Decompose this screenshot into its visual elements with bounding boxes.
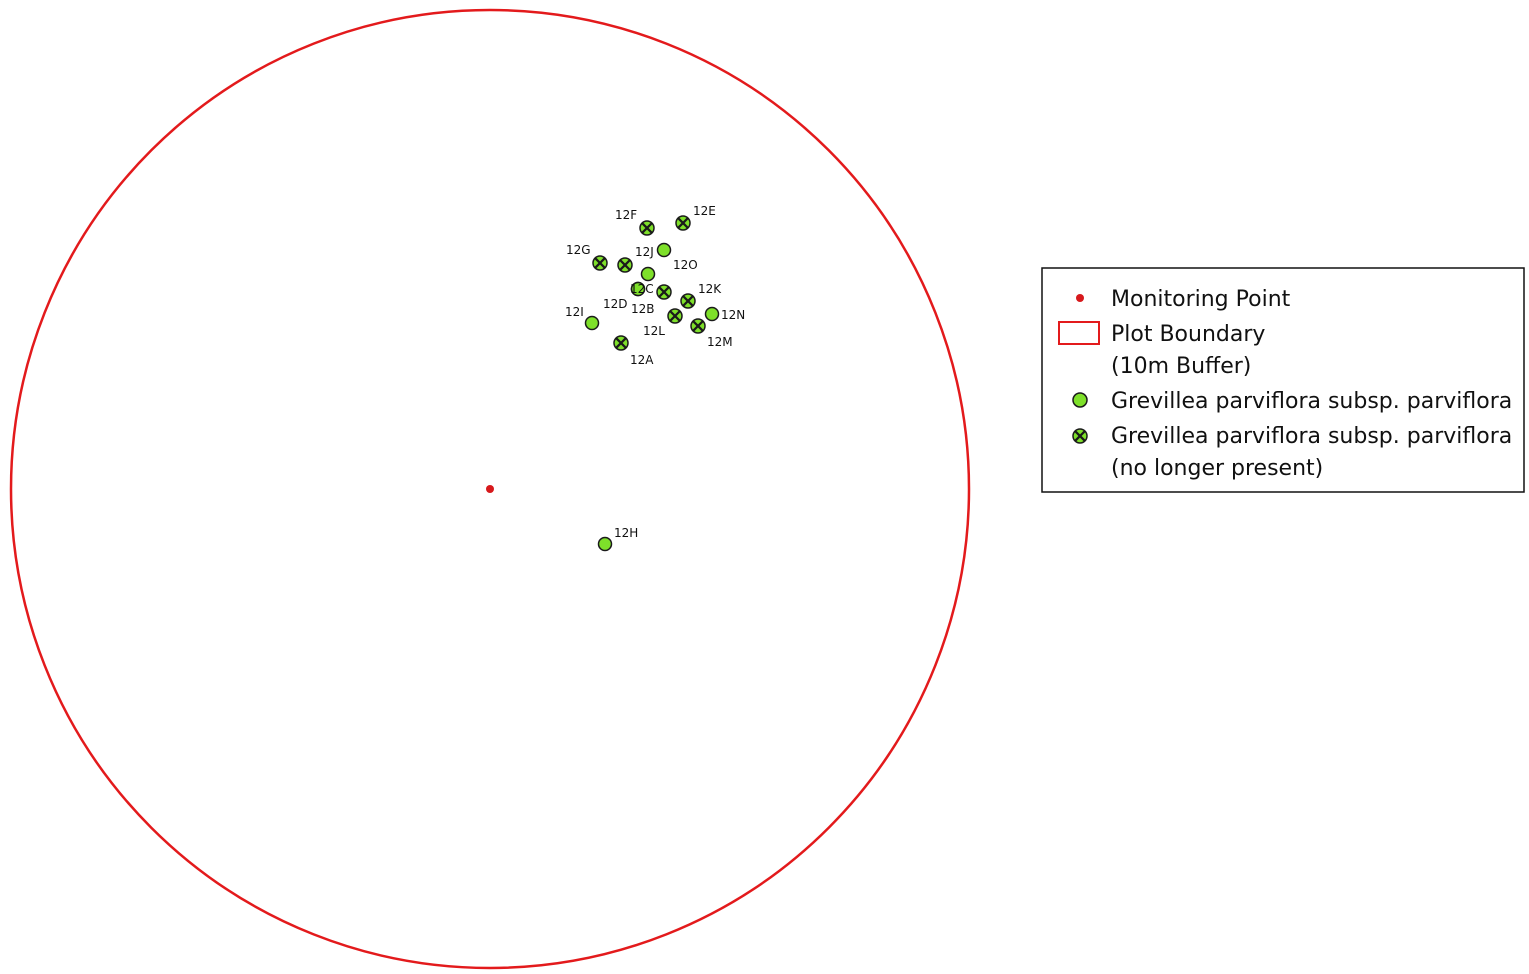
plant-marker-12m-absent <box>690 318 706 334</box>
plant-marker-12k-absent <box>680 293 696 309</box>
plant-marker-present <box>640 266 656 282</box>
plant-marker-12e-absent <box>675 215 691 231</box>
plant-label-12b: 12B <box>631 302 655 316</box>
plant-label-12o: 12O <box>673 258 698 272</box>
legend-plot-boundary-icon <box>1058 321 1100 345</box>
plant-label-12f: 12F <box>615 208 637 222</box>
plant-label-12k: 12K <box>698 282 722 296</box>
plant-marker-12a-absent <box>613 335 629 351</box>
plant-label-12d: 12D <box>603 297 628 311</box>
legend-plant-absent-label: Grevillea parviflora subsp. parviflora <box>1111 424 1512 449</box>
plant-label-12e: 12E <box>693 204 716 218</box>
legend: Monitoring Point Plot Boundary (10m Buff… <box>1041 267 1525 493</box>
plant-marker-12j-absent <box>617 257 633 273</box>
legend-monitoring-point-label: Monitoring Point <box>1111 287 1291 312</box>
plant-label-12a: 12A <box>630 353 654 367</box>
plant-marker-12g-absent <box>592 255 608 271</box>
legend-absent-symbol <box>1072 428 1088 444</box>
plant-marker-12h-present <box>597 536 613 552</box>
legend-plant-absent-icon <box>1072 428 1088 444</box>
plant-label-12n: 12N <box>721 308 745 322</box>
legend-plot-boundary-sublabel: (10m Buffer) <box>1111 354 1251 379</box>
plot-boundary-circle <box>9 8 971 970</box>
plant-label-12h: 12H <box>614 526 638 540</box>
plant-marker-12n-present <box>704 306 720 322</box>
plant-label-12l: 12L <box>643 324 665 338</box>
plant-label-12i: 12I <box>565 305 584 319</box>
plant-label-12g: 12G <box>566 243 591 257</box>
plant-marker-12d-present <box>630 281 646 297</box>
plant-label-12c: 12C <box>630 282 654 296</box>
legend-plant-absent-sublabel: (no longer present) <box>1111 456 1323 481</box>
legend-plant-present-icon <box>1072 392 1088 408</box>
legend-monitoring-point-icon <box>1076 294 1084 302</box>
plant-marker-12i-present <box>584 315 600 331</box>
plant-marker-12l-absent <box>656 284 672 300</box>
plant-label-12m: 12M <box>707 335 733 349</box>
plant-label-12j: 12J <box>635 245 654 259</box>
plant-marker-12o-present <box>656 242 672 258</box>
legend-plant-present-label: Grevillea parviflora subsp. parviflora <box>1111 389 1512 414</box>
plant-marker-12b-absent <box>667 308 683 324</box>
monitoring-point-marker <box>486 485 494 493</box>
legend-plot-boundary-label: Plot Boundary <box>1111 322 1265 347</box>
legend-frame <box>1041 267 1525 493</box>
plant-marker-12f-absent <box>639 220 655 236</box>
